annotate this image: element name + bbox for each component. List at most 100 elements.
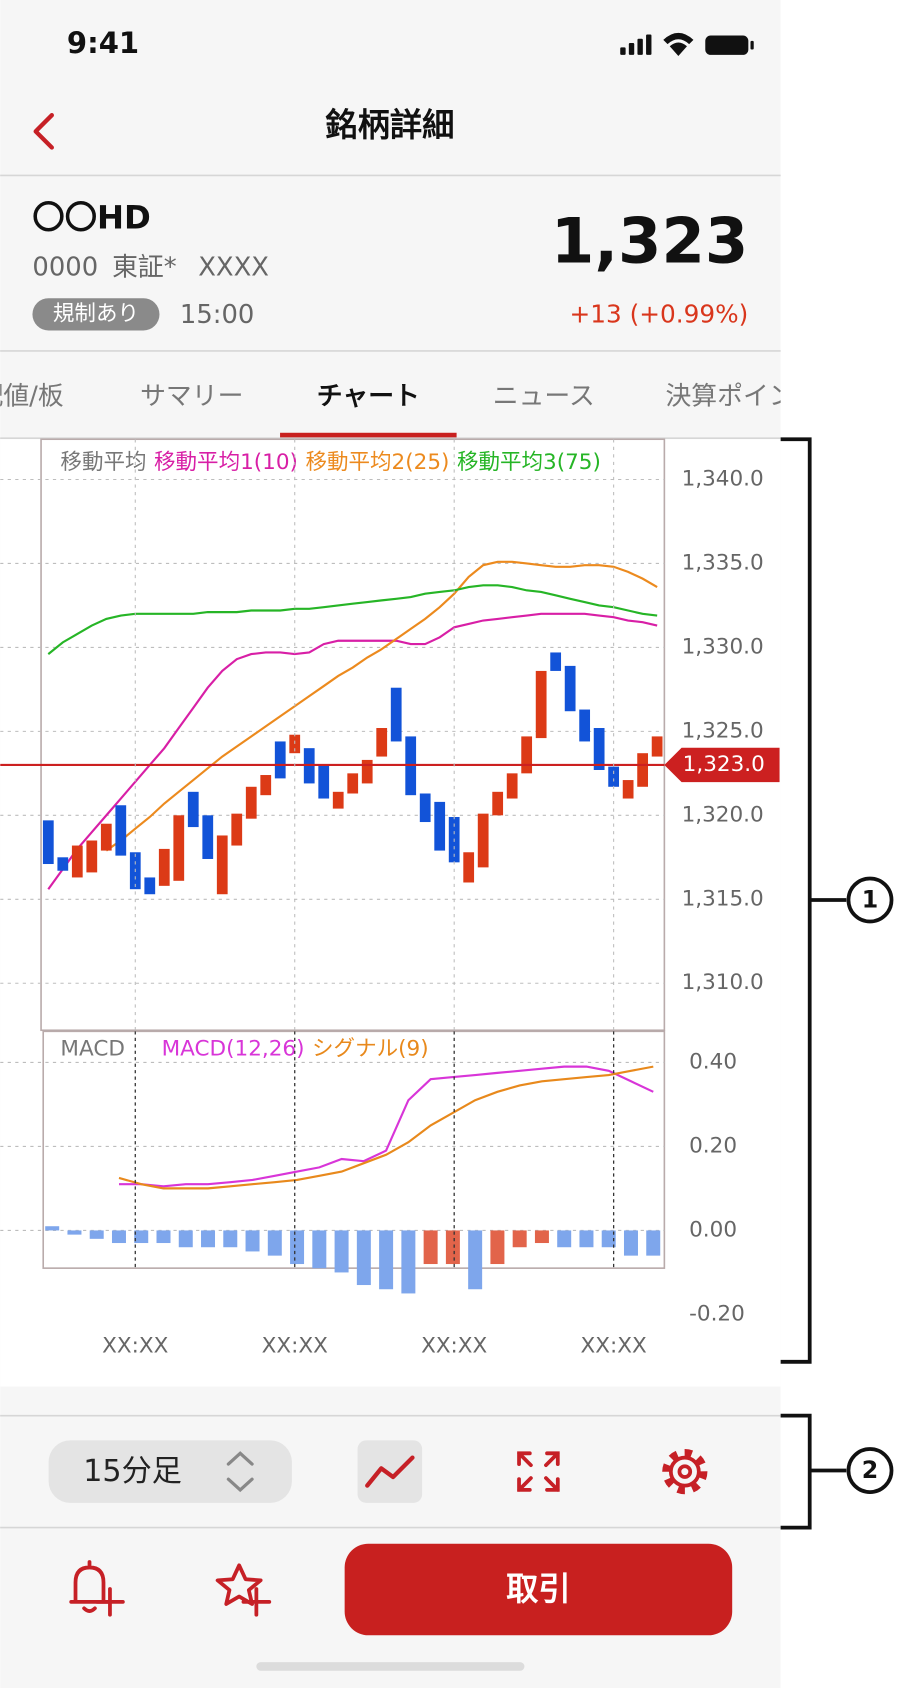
candle: [550, 652, 562, 671]
candle: [492, 791, 504, 816]
candle: [42, 820, 54, 865]
histogram-bar: [490, 1230, 505, 1265]
histogram-bar: [134, 1230, 149, 1244]
candle: [535, 670, 547, 739]
candle: [608, 766, 620, 787]
histogram-bar: [290, 1230, 305, 1265]
candle: [477, 813, 489, 868]
candle: [202, 815, 214, 859]
macd-line: [118, 1065, 654, 1190]
histogram-bar: [512, 1230, 527, 1248]
candle: [506, 773, 518, 799]
back-button[interactable]: [33, 113, 54, 150]
trade-button[interactable]: [344, 1543, 733, 1636]
timeframe-label: 15分足: [83, 1454, 182, 1489]
tab[interactable]: チャート: [317, 382, 420, 412]
histogram-bar: [423, 1230, 438, 1265]
annotation-label: 2: [862, 1456, 878, 1484]
histogram-bar: [156, 1230, 171, 1244]
legend-label: 移動平均3(75): [457, 450, 601, 475]
candle: [71, 845, 83, 878]
candle: [318, 764, 330, 799]
histogram-bar: [111, 1230, 126, 1244]
legend-label: シグナル(9): [312, 1037, 429, 1062]
alert-button[interactable]: [69, 1560, 125, 1617]
candle: [564, 665, 576, 712]
histogram-bar: [45, 1226, 60, 1231]
timeframe-selector[interactable]: [48, 1440, 292, 1503]
legend-label: 移動平均2(25): [305, 450, 449, 475]
badge: [32, 298, 160, 331]
candle: [57, 857, 69, 871]
chart-area: 1,310.0 1,315.0 1,320.0 1,325.0 1,330.0 1,335…: [0, 438, 780, 1359]
candle: [521, 736, 533, 774]
histogram-bar: [601, 1230, 616, 1248]
candle: [158, 848, 170, 886]
page-title: 銘柄詳細: [325, 106, 454, 144]
chart-background: [0, 439, 781, 1387]
status-time: 9:41: [67, 26, 139, 60]
tab[interactable]: 決算ポイント: [665, 382, 820, 412]
candle: [115, 805, 127, 856]
tab[interactable]: ニュース: [493, 382, 595, 412]
candle: [361, 759, 373, 784]
y-tick-label: 1,330.0: [682, 634, 764, 659]
histogram-bar: [267, 1230, 282, 1256]
x-tick-label: XX:XX: [262, 1334, 328, 1359]
annotation-label: 1: [862, 886, 878, 914]
stock-name: 〇〇HD: [32, 199, 150, 237]
histogram-bar: [646, 1230, 661, 1256]
tab-bar: 気配値/板 サマリー チャート ニュース 決算ポイント: [0, 382, 820, 439]
histogram-bar: [534, 1230, 549, 1244]
settings-button[interactable]: [662, 1449, 708, 1495]
candle: [289, 734, 301, 754]
candle: [593, 728, 605, 770]
price-change: +13 (+0.99%): [570, 299, 749, 328]
badge-label: 規制あり: [53, 301, 139, 326]
histogram-bar: [445, 1230, 460, 1265]
y-tick-label: 1,310.0: [682, 970, 764, 995]
histogram-bar: [356, 1230, 371, 1286]
y-tick-label: 0.20: [689, 1133, 737, 1158]
candle: [187, 791, 199, 828]
histogram-bar: [623, 1230, 638, 1256]
histogram-bar: [201, 1230, 216, 1248]
macd-line: [119, 1065, 654, 1188]
stock-market: 東証*: [112, 253, 177, 283]
stock-time: 15:00: [180, 300, 254, 330]
y-tick-label: 1,340.0: [682, 467, 764, 492]
stock-code: 0000: [32, 253, 98, 283]
tab[interactable]: サマリー: [140, 382, 243, 412]
home-indicator: [256, 1662, 525, 1671]
chart-type-button[interactable]: [357, 1440, 423, 1503]
candle: [651, 736, 663, 757]
histogram-bar: [557, 1230, 572, 1248]
y-tick-label: 0.00: [689, 1217, 737, 1242]
stock-extra: XXXX: [198, 253, 269, 283]
tab-indicator: [280, 432, 457, 439]
selector-icon: [226, 1451, 254, 1493]
histogram-bar: [223, 1230, 238, 1248]
histogram-bar: [178, 1230, 193, 1248]
x-tick-label: XX:XX: [421, 1334, 487, 1359]
histogram-bar: [312, 1230, 327, 1269]
candle: [376, 728, 388, 757]
candle: [216, 835, 228, 895]
candle: [231, 813, 243, 846]
x-tick-label: XX:XX: [581, 1334, 647, 1359]
candle: [274, 741, 286, 779]
tab[interactable]: 気配値/板: [0, 382, 64, 412]
y-tick-label: 1,335.0: [682, 550, 764, 575]
chart-type-icon: [365, 1455, 415, 1488]
legend-label: 移動平均1(10): [154, 450, 298, 475]
y-tick-label: -0.20: [689, 1301, 745, 1326]
candle: [347, 773, 359, 794]
favorite-button[interactable]: [215, 1563, 272, 1617]
histogram-bar: [379, 1230, 394, 1290]
fullscreen-button[interactable]: [517, 1451, 560, 1492]
current-price-tag: [664, 747, 780, 783]
status-icons: [620, 32, 754, 56]
candle: [390, 687, 402, 742]
candle: [434, 801, 446, 851]
macd-pane: [42, 1030, 666, 1269]
